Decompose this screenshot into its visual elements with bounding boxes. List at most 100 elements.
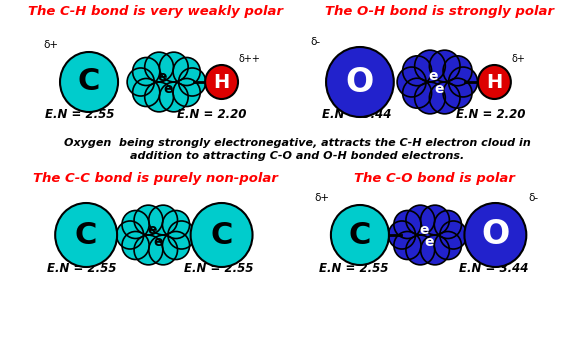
Circle shape: [149, 235, 177, 265]
Circle shape: [448, 67, 478, 97]
Circle shape: [420, 69, 454, 104]
Circle shape: [434, 210, 461, 239]
Text: δ+: δ+: [314, 193, 329, 203]
Text: E.N = 2.55: E.N = 2.55: [319, 262, 389, 275]
Circle shape: [406, 235, 434, 265]
Circle shape: [394, 232, 421, 259]
Text: Oxygen  being strongly electronegative, attracts the C-H electron cloud in: Oxygen being strongly electronegative, a…: [63, 138, 531, 148]
Circle shape: [464, 203, 527, 267]
Text: addition to attracting C-O and O-H bonded electrons.: addition to attracting C-O and O-H bonde…: [130, 151, 464, 161]
Circle shape: [133, 79, 160, 106]
Circle shape: [145, 82, 173, 112]
Text: e: e: [419, 223, 429, 237]
Circle shape: [389, 221, 416, 249]
Circle shape: [60, 52, 118, 112]
Circle shape: [401, 219, 433, 252]
Circle shape: [414, 58, 461, 106]
Text: E.N = 3.44: E.N = 3.44: [322, 108, 392, 121]
Text: H: H: [214, 72, 230, 91]
Text: O: O: [346, 66, 374, 99]
Circle shape: [409, 64, 443, 100]
Text: δ-: δ-: [528, 193, 538, 203]
Circle shape: [443, 78, 472, 108]
Circle shape: [133, 57, 160, 86]
Circle shape: [205, 65, 238, 99]
Text: C: C: [210, 221, 233, 250]
Circle shape: [134, 212, 177, 257]
Text: E.N = 2.55: E.N = 2.55: [184, 262, 254, 275]
Circle shape: [55, 203, 117, 267]
Text: C: C: [78, 68, 100, 97]
Circle shape: [331, 205, 389, 265]
Circle shape: [414, 82, 446, 114]
Text: The C-C bond is purely non-polar: The C-C bond is purely non-polar: [33, 172, 278, 185]
Circle shape: [397, 67, 426, 97]
Text: E.N = 3.44: E.N = 3.44: [459, 262, 528, 275]
Circle shape: [434, 232, 461, 259]
Text: E.N = 2.20: E.N = 2.20: [177, 108, 247, 121]
Circle shape: [134, 235, 163, 265]
Text: e: e: [434, 82, 444, 96]
Circle shape: [429, 82, 460, 114]
Circle shape: [163, 232, 190, 259]
Text: e: e: [429, 69, 438, 83]
Circle shape: [173, 57, 200, 86]
Circle shape: [150, 70, 183, 103]
Circle shape: [140, 214, 172, 247]
Circle shape: [116, 221, 144, 249]
Circle shape: [160, 52, 188, 82]
Circle shape: [122, 232, 149, 259]
Circle shape: [173, 79, 200, 106]
Circle shape: [423, 219, 455, 252]
Text: e: e: [164, 82, 173, 96]
Circle shape: [429, 50, 460, 82]
Circle shape: [140, 223, 172, 256]
Circle shape: [394, 210, 421, 239]
Circle shape: [144, 59, 188, 104]
Circle shape: [478, 65, 511, 99]
Circle shape: [411, 214, 444, 247]
Text: e: e: [147, 223, 157, 237]
Text: E.N = 2.55: E.N = 2.55: [45, 108, 114, 121]
Circle shape: [160, 82, 188, 112]
Circle shape: [122, 210, 149, 239]
Circle shape: [411, 223, 444, 256]
Circle shape: [149, 205, 177, 235]
Circle shape: [145, 52, 173, 82]
Circle shape: [406, 205, 434, 235]
Circle shape: [134, 205, 163, 235]
Circle shape: [406, 212, 450, 257]
Circle shape: [403, 56, 431, 86]
Circle shape: [421, 205, 450, 235]
Circle shape: [443, 56, 472, 86]
Text: e: e: [153, 235, 163, 249]
Circle shape: [431, 64, 465, 100]
Text: δ+: δ+: [512, 54, 526, 64]
Text: δ-: δ-: [310, 37, 321, 47]
Circle shape: [151, 219, 183, 252]
Text: C: C: [75, 221, 97, 250]
Circle shape: [403, 78, 431, 108]
Text: The C-O bond is polar: The C-O bond is polar: [354, 172, 515, 185]
Text: e: e: [425, 235, 434, 249]
Circle shape: [191, 203, 252, 267]
Circle shape: [163, 210, 190, 239]
Circle shape: [326, 47, 394, 117]
Circle shape: [129, 219, 161, 252]
Circle shape: [140, 66, 171, 99]
Text: O: O: [481, 219, 510, 252]
Text: The O-H bond is strongly polar: The O-H bond is strongly polar: [325, 5, 554, 18]
Text: δ++: δ++: [239, 54, 261, 64]
Text: C: C: [349, 221, 371, 250]
Circle shape: [440, 221, 467, 249]
Text: δ+: δ+: [43, 40, 58, 50]
Circle shape: [150, 61, 183, 94]
Text: H: H: [486, 72, 502, 91]
Circle shape: [161, 66, 194, 99]
Circle shape: [178, 68, 205, 96]
Circle shape: [168, 221, 195, 249]
Circle shape: [127, 68, 154, 96]
Circle shape: [414, 50, 446, 82]
Text: The C-H bond is very weakly polar: The C-H bond is very weakly polar: [28, 5, 284, 18]
Circle shape: [421, 235, 450, 265]
